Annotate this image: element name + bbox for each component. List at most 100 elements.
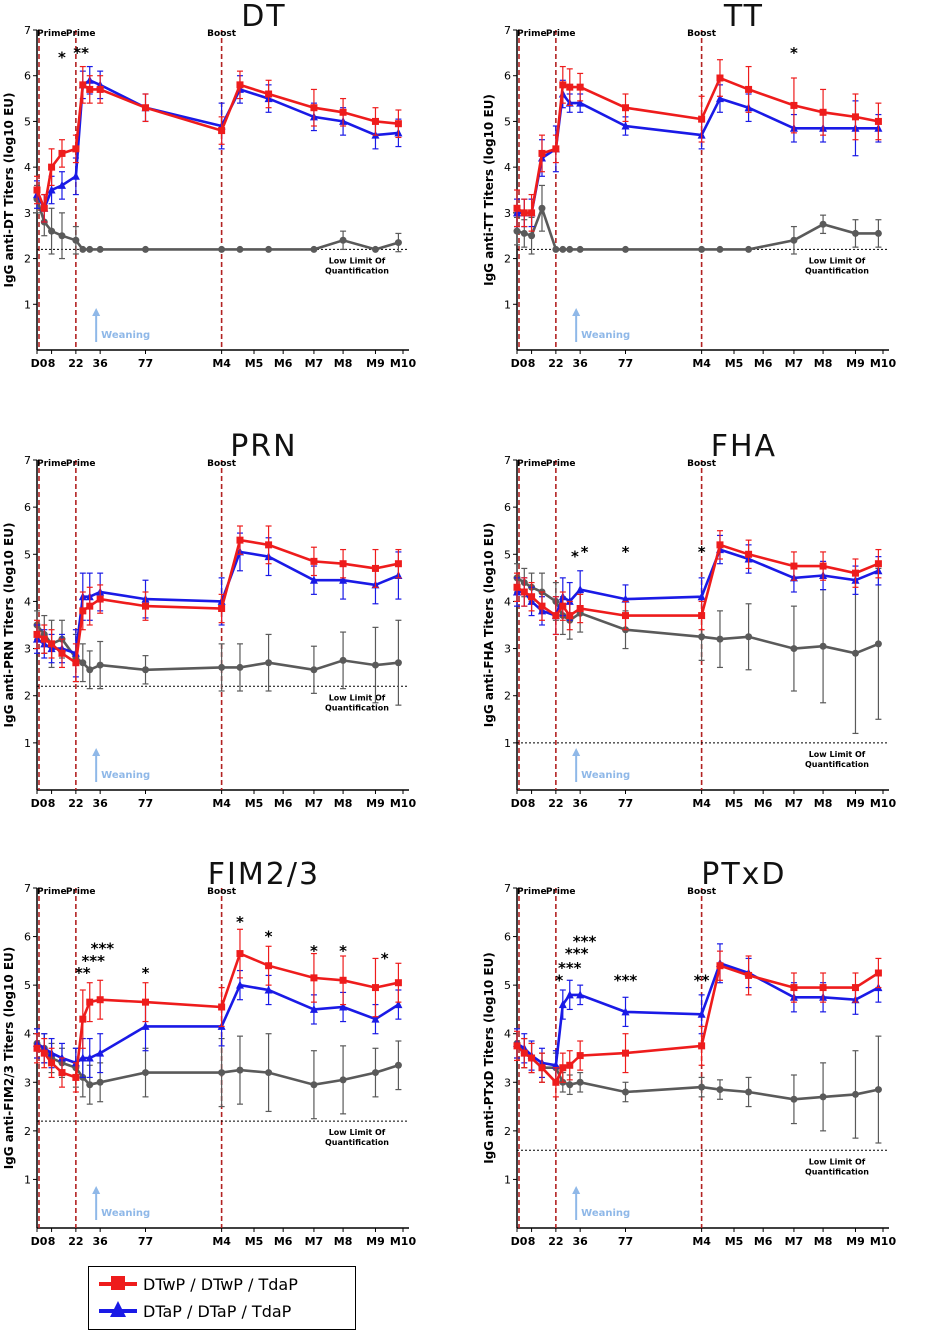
x-tick-label: 22 — [68, 797, 83, 810]
data-point-square — [576, 605, 584, 612]
x-tick-label: M10 — [870, 797, 897, 810]
data-point-circle — [716, 635, 724, 643]
data-point-square — [48, 1059, 56, 1067]
data-point-square — [48, 640, 56, 648]
y-tick-label: 4 — [504, 161, 511, 174]
data-point-square — [538, 602, 546, 610]
x-tick-label: M5 — [245, 797, 264, 810]
event-marker-label: Prime — [66, 887, 96, 897]
data-point-triangle — [339, 1002, 348, 1011]
x-tick-label: M8 — [814, 797, 833, 810]
significance-label: * — [310, 942, 318, 960]
data-point-circle — [698, 245, 706, 253]
data-point-square — [520, 209, 528, 217]
data-point-circle — [790, 236, 798, 244]
data-point-circle — [819, 642, 827, 650]
series-control — [33, 1028, 402, 1120]
y-axis-label: IgG anti-PRN Titers (log10 EU) — [2, 523, 16, 728]
data-point-square — [622, 612, 630, 620]
x-tick-label: M8 — [334, 1235, 353, 1248]
x-tick-label: M6 — [274, 357, 293, 370]
y-tick-label: 5 — [504, 548, 511, 561]
data-point-circle — [745, 1088, 753, 1096]
data-point-circle — [339, 236, 347, 244]
data-point-circle — [790, 1095, 798, 1103]
weaning-arrowhead-icon — [92, 748, 101, 756]
data-point-square — [40, 1049, 48, 1057]
data-point-square — [716, 541, 724, 549]
chart-panel-dt: DT 1 2 3 4 5 6 7 D0 8 22 36 77 M4 M5 M6 M7 M8 M9 M10 IgG ant… — [2, 0, 416, 370]
data-point-circle — [520, 229, 528, 237]
weaning-arrowhead-icon — [92, 308, 101, 316]
chart-title: PRN — [230, 429, 297, 464]
series-line — [35, 82, 399, 214]
data-point-square — [698, 115, 706, 123]
x-tick-label: M4 — [212, 797, 231, 810]
data-point-triangle — [71, 171, 80, 180]
data-point-square — [819, 984, 827, 992]
x-tick-label: M7 — [305, 357, 324, 370]
x-tick-label: 8 — [48, 797, 56, 810]
x-tick-label: 8 — [528, 1235, 536, 1248]
data-point-square — [528, 1054, 536, 1062]
data-point-square — [265, 541, 273, 549]
data-point-circle — [58, 232, 66, 240]
data-point-square — [58, 1069, 66, 1077]
lloq-label-line1: Low Limit Of — [809, 256, 866, 265]
significance-label: ** — [694, 971, 710, 989]
data-point-square — [394, 120, 402, 128]
weaning-arrowhead-icon — [572, 748, 581, 756]
significance-label: *** — [91, 940, 115, 958]
y-tick-label: 3 — [504, 207, 511, 220]
x-tick-label: 22 — [68, 1235, 83, 1248]
data-point-circle — [236, 245, 244, 253]
data-point-square — [622, 104, 630, 112]
data-point-circle — [142, 1069, 150, 1077]
data-point-circle — [576, 1078, 584, 1086]
data-point-square — [559, 602, 567, 610]
data-point-triangle — [697, 592, 706, 601]
data-point-square — [552, 145, 560, 153]
data-point-square — [559, 81, 567, 89]
series-line — [36, 538, 399, 665]
significance-label: * — [236, 913, 244, 931]
data-point-triangle — [85, 1053, 94, 1062]
data-point-square — [96, 85, 104, 93]
y-tick-label: 1 — [24, 737, 31, 750]
event-marker-label: Prime — [37, 459, 67, 469]
x-tick-label: 22 — [548, 1235, 563, 1248]
weaning-arrowhead-icon — [92, 1186, 101, 1194]
x-tick-label: D0 — [511, 1235, 528, 1248]
data-point-square — [394, 560, 402, 568]
x-tick-label: M6 — [274, 797, 293, 810]
data-point-triangle — [576, 990, 585, 999]
y-tick-label: 2 — [504, 253, 511, 266]
chart-title: FHA — [711, 429, 777, 464]
data-point-circle — [86, 245, 94, 253]
x-tick-label: M9 — [366, 797, 385, 810]
x-tick-label: M9 — [846, 357, 865, 370]
data-point-circle — [218, 663, 226, 671]
series-dtwp — [513, 59, 882, 232]
x-tick-label: M4 — [212, 357, 231, 370]
event-marker-label: Prime — [517, 29, 547, 39]
data-point-circle — [371, 1069, 379, 1077]
x-tick-label: 77 — [138, 797, 153, 810]
data-point-square — [339, 976, 347, 984]
y-axis-label: IgG anti-DT Titers (log10 EU) — [2, 92, 16, 287]
data-point-circle — [851, 229, 859, 237]
data-point-square — [520, 1049, 528, 1057]
data-point-square — [745, 550, 753, 558]
data-point-circle — [552, 245, 560, 253]
data-point-circle — [716, 1086, 724, 1094]
data-point-triangle — [576, 585, 585, 594]
series-line — [517, 547, 879, 618]
event-marker-label: Boost — [207, 887, 237, 897]
chart-panel-fim23: FIM2/3 1 2 3 4 5 6 7 D0 8 22 36 77 M4 M5 M6 M7 M8 M9 M10 IgG… — [2, 857, 416, 1248]
data-point-triangle — [47, 185, 56, 194]
x-tick-label: D0 — [31, 1235, 48, 1248]
y-axis-label: IgG anti-TT Titers (log10 EU) — [482, 94, 496, 286]
y-tick-label: 7 — [504, 882, 511, 895]
data-point-square — [86, 85, 94, 93]
data-point-square — [790, 562, 798, 570]
